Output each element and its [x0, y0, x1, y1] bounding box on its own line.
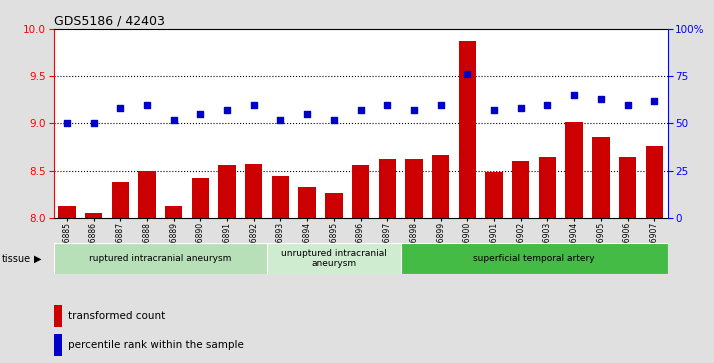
Point — [381, 102, 393, 107]
Bar — [565, 122, 583, 218]
Point — [61, 121, 73, 126]
Text: GDS5186 / 42403: GDS5186 / 42403 — [54, 15, 164, 28]
Point — [542, 102, 553, 107]
Point — [435, 102, 446, 107]
Bar — [401, 243, 668, 274]
Text: percentile rank within the sample: percentile rank within the sample — [68, 340, 243, 350]
Bar — [432, 155, 449, 218]
Bar — [539, 158, 556, 218]
Point — [462, 72, 473, 77]
Point — [248, 102, 259, 107]
Bar — [111, 182, 129, 218]
Point — [168, 117, 179, 123]
Point — [515, 105, 526, 111]
Text: ▶: ▶ — [34, 254, 42, 264]
Point — [568, 92, 580, 98]
Point — [141, 102, 153, 107]
Point — [648, 98, 660, 104]
Bar — [267, 243, 401, 274]
Bar — [512, 161, 529, 218]
Bar — [352, 165, 369, 218]
Point — [595, 96, 607, 102]
Point — [195, 111, 206, 117]
Point — [355, 107, 366, 113]
Text: unruptured intracranial
aneurysm: unruptured intracranial aneurysm — [281, 249, 387, 268]
Bar — [59, 207, 76, 218]
Bar — [486, 172, 503, 218]
Point — [488, 107, 500, 113]
Bar — [458, 41, 476, 218]
Bar — [406, 159, 423, 218]
Point — [622, 102, 633, 107]
Bar — [645, 146, 663, 218]
Point — [88, 121, 99, 126]
Bar — [139, 171, 156, 218]
Text: ruptured intracranial aneurysm: ruptured intracranial aneurysm — [89, 254, 231, 263]
Point — [328, 117, 340, 123]
Bar — [272, 176, 289, 218]
Bar — [191, 178, 209, 218]
Point — [221, 107, 233, 113]
Bar — [245, 164, 263, 218]
Bar — [619, 158, 636, 218]
Bar — [85, 213, 102, 218]
Bar — [592, 136, 610, 218]
Text: superficial temporal artery: superficial temporal artery — [473, 254, 595, 263]
Point — [275, 117, 286, 123]
Point — [408, 107, 420, 113]
Bar — [218, 165, 236, 218]
Bar — [165, 207, 182, 218]
Text: tissue: tissue — [1, 254, 31, 264]
Bar — [54, 243, 267, 274]
Text: transformed count: transformed count — [68, 311, 165, 321]
Point — [114, 105, 126, 111]
Bar — [298, 187, 316, 218]
Bar — [325, 193, 343, 218]
Point — [301, 111, 313, 117]
Bar — [378, 159, 396, 218]
